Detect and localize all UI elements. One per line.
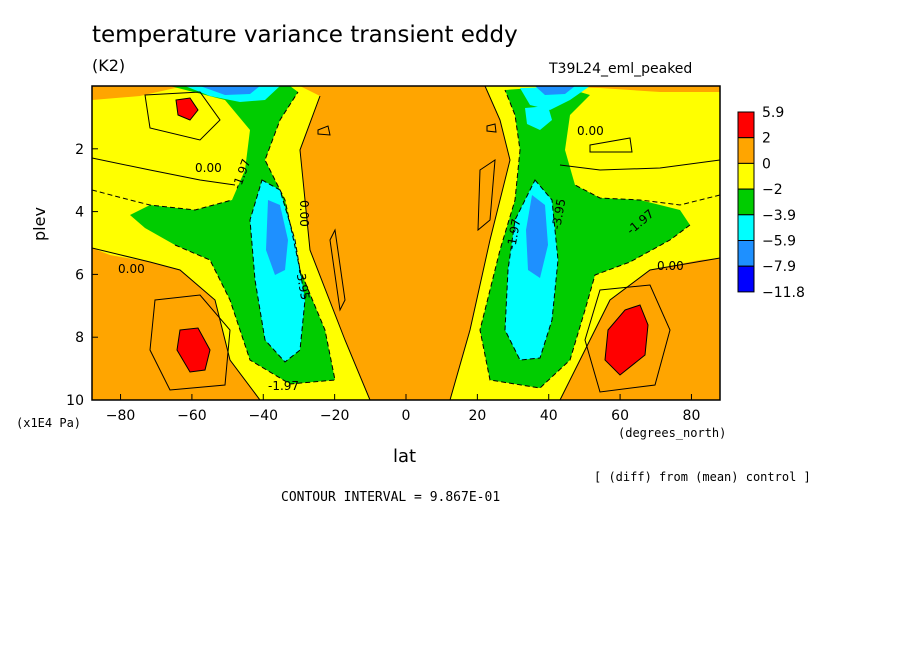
- contour-neg-right-inner: [504, 179, 559, 361]
- contour-zero-right-lower: [559, 257, 720, 400]
- colorbar-swatch: [737, 162, 755, 190]
- run-name: T39L24_eml_peaked: [549, 61, 693, 77]
- colorbar-label: −7.9: [762, 259, 796, 275]
- contour-zero-right: [559, 159, 720, 171]
- contour-neg-left-inner: [249, 179, 306, 363]
- diff-note: [ (diff) from (mean) control ]: [594, 470, 811, 484]
- contour-label-11: -1.97: [504, 217, 523, 250]
- fill-cyan-right-spot: [525, 106, 552, 130]
- contour-right-strip: [477, 159, 496, 232]
- colorbar-label: −11.8: [762, 285, 805, 301]
- fill-cyan-right-top: [520, 86, 590, 110]
- x-tick-label: 0: [402, 408, 411, 424]
- contour-pos-left: [149, 294, 231, 391]
- contour-zero-left-lower: [92, 247, 261, 400]
- contour-zero-center-right: [449, 86, 511, 400]
- colorbar-label: 5.9: [762, 105, 784, 121]
- colorbar-swatch: [737, 214, 755, 242]
- contour-label-7: -1.97: [268, 379, 299, 393]
- x-axis-units: (degrees_north): [618, 426, 727, 440]
- contour-label-5: 0.00: [297, 200, 311, 227]
- contour-label-10: -3.95: [549, 197, 568, 230]
- x-tick-label: 40: [540, 408, 558, 424]
- y-tick-label: 6: [75, 267, 84, 283]
- x-ticks: −80 −60 −40 −20 0 20 40 60 80: [106, 394, 701, 424]
- chart-title: temperature variance transient eddy: [92, 22, 518, 48]
- fill-blue-left: [266, 200, 288, 275]
- contour-zero-center-left: [299, 95, 371, 400]
- contour-pos-upper-left: [144, 91, 221, 141]
- contour-fill-layer: [92, 86, 720, 400]
- fill-red-left-bottom: [176, 327, 211, 373]
- contour-label-4: 0.00: [657, 259, 684, 273]
- y-tick-label: 2: [75, 142, 84, 158]
- fill-blue-top: [200, 86, 260, 95]
- y-tick-label: 8: [75, 330, 84, 346]
- colorbar-swatch: [737, 111, 755, 139]
- colorbar-label: 2: [762, 131, 771, 147]
- fill-red-right-bottom: [604, 304, 649, 376]
- chart-units: (K2): [92, 56, 126, 75]
- contour-zero-left: [92, 157, 236, 186]
- x-tick-label: −40: [248, 408, 278, 424]
- x-tick-label: 80: [683, 408, 701, 424]
- colorbar-label: 0: [762, 156, 771, 172]
- contour-label-9: -3.95: [293, 268, 312, 301]
- x-tick-label: 20: [468, 408, 486, 424]
- contour-neg-right-wide: [574, 184, 720, 206]
- colorbar-swatch: [737, 188, 755, 216]
- x-tick-label: −80: [106, 408, 136, 424]
- y-axis-units: (x1E4 Pa): [16, 416, 82, 430]
- contour-interval: CONTOUR INTERVAL = 9.867E-01: [281, 490, 501, 505]
- x-tick-label: 60: [611, 408, 629, 424]
- contour-pos-upper-right: [589, 137, 633, 153]
- y-ticks: 2 4 6 8 10: [66, 142, 98, 409]
- colorbar-label: −3.9: [762, 208, 796, 224]
- contour-pos-right: [584, 284, 671, 393]
- colorbar: 5.9 2 0 −2 −3.9 −5.9 −7.9 −11.8: [737, 105, 805, 301]
- fill-blue-top-right: [535, 86, 575, 95]
- contour-neg-left-outer: [174, 91, 336, 385]
- contour-dashed: [92, 89, 720, 389]
- colorbar-swatch: [737, 240, 755, 267]
- x-tick-label: −20: [320, 408, 350, 424]
- contour-neg-right-outer: [479, 89, 691, 389]
- y-tick-label: 10: [66, 393, 84, 409]
- contour-label-2: 0.00: [118, 262, 145, 276]
- x-axis-label: lat: [393, 446, 417, 467]
- fill-yellow-right-top: [560, 95, 720, 170]
- contour-neg-left-wide: [92, 189, 233, 211]
- contour-label-1: 0.00: [195, 161, 222, 175]
- colorbar-label: −2: [762, 182, 783, 198]
- contour-lines: [92, 86, 720, 400]
- fill-blue-right: [526, 195, 548, 278]
- contour-label-3: 0.00: [577, 124, 604, 138]
- colorbar-swatch: [737, 265, 755, 293]
- fill-yellow-left-top: [92, 100, 235, 185]
- contour-center-right-small: [486, 123, 497, 133]
- contour-center-strip: [329, 228, 346, 312]
- fill-red-left-top: [175, 97, 199, 121]
- contour-center-left-small: [317, 125, 331, 136]
- colorbar-label: −5.9: [762, 234, 796, 250]
- x-tick-label: −60: [177, 408, 207, 424]
- y-tick-label: 4: [75, 205, 84, 221]
- colorbar-swatch: [737, 137, 755, 164]
